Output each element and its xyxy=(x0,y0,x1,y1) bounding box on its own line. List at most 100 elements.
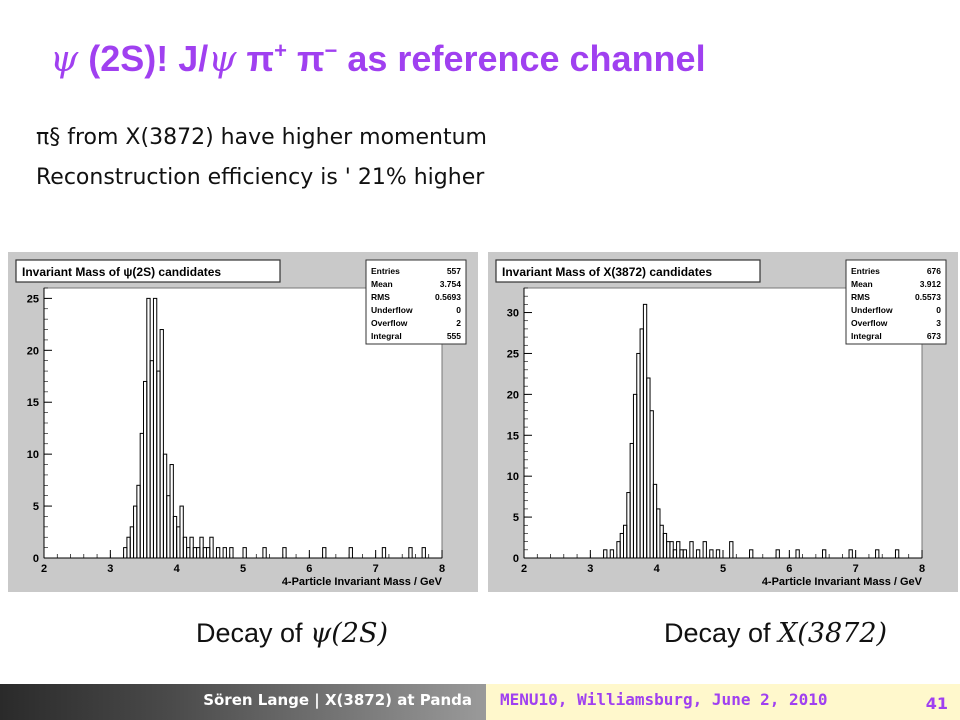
stats-value: 557 xyxy=(447,266,461,276)
stats-value: 555 xyxy=(447,331,461,341)
stats-value: 0 xyxy=(936,305,941,315)
histogram-bin xyxy=(179,505,184,559)
y-tick-label: 10 xyxy=(27,449,39,461)
histogram-bin xyxy=(222,547,227,559)
title-part-1: (2S)! J/ xyxy=(78,38,209,79)
title-pi-minus: π xyxy=(286,38,325,79)
histogram-bin xyxy=(262,547,267,559)
y-tick-label: 5 xyxy=(513,512,519,524)
y-tick-label: 15 xyxy=(507,430,519,442)
title-pi-plus: π xyxy=(236,38,275,79)
title-box xyxy=(15,259,281,283)
footer: Sören Lange | X(3872) at Panda MENU10, W… xyxy=(0,684,960,720)
histogram-bin xyxy=(282,547,287,559)
histogram-bin xyxy=(682,549,688,559)
footer-author: Sören Lange | X(3872) at Panda xyxy=(203,691,472,709)
histogram-bin xyxy=(603,549,608,559)
histogram-bin xyxy=(169,464,174,559)
x-axis-label: 4-Particle Invariant Mass / GeV xyxy=(282,576,443,588)
stats-label: Integral xyxy=(371,331,402,341)
stats-value: 0 xyxy=(456,305,461,315)
footer-conference: MENU10, Williamsburg, June 2, 2010 xyxy=(500,690,828,709)
y-tick-label: 0 xyxy=(513,553,519,565)
x-tick-label: 5 xyxy=(240,563,246,575)
y-tick-label: 15 xyxy=(27,397,39,409)
histogram-bin xyxy=(702,541,707,559)
stats-label: Integral xyxy=(851,331,882,341)
caption-right-math: X(3872) xyxy=(778,618,888,649)
x-tick-label: 4 xyxy=(654,563,661,575)
caption-right: Decay of X(3872) xyxy=(664,618,887,649)
stats-label: Mean xyxy=(851,279,873,289)
x-tick-label: 8 xyxy=(439,563,445,575)
stats-label: Underflow xyxy=(851,305,893,315)
stats-value: 0.5693 xyxy=(435,292,461,302)
x-tick-label: 5 xyxy=(720,563,726,575)
stats-value: 3 xyxy=(936,318,941,328)
histogram-bin xyxy=(689,541,694,559)
title-box xyxy=(495,259,761,283)
page-number: 41 xyxy=(925,694,948,713)
histogram-bin xyxy=(775,549,780,559)
histogram-bin xyxy=(709,549,714,559)
title-rest: as reference channel xyxy=(337,38,706,79)
y-tick-label: 20 xyxy=(27,345,39,357)
caption-left-prefix: Decay of xyxy=(196,618,311,648)
histogram-bin xyxy=(795,549,800,559)
histogram-psi2s: Invariant Mass of ψ(2S) candidates Entrie… xyxy=(15,259,467,588)
footer-info-bar: MENU10, Williamsburg, June 2, 2010 41 xyxy=(486,684,960,720)
stats-value: 0.5573 xyxy=(915,292,941,302)
x-tick-label: 4 xyxy=(174,563,181,575)
y-tick-label: 30 xyxy=(507,308,519,320)
title-psi: ψ xyxy=(50,39,79,80)
histogram-title: Invariant Mass of ψ(2S) candidates xyxy=(22,265,221,279)
histogram-bin xyxy=(381,547,387,559)
caption-right-prefix: Decay of xyxy=(664,618,779,648)
stats-label: Entries xyxy=(371,266,400,276)
x-tick-label: 3 xyxy=(107,563,113,575)
histogram-bin xyxy=(715,549,721,559)
slide-title: ψ (2S)! J/ψ π+ π− as reference channel xyxy=(50,38,706,80)
y-tick-label: 25 xyxy=(507,348,519,360)
y-tick-label: 20 xyxy=(507,389,519,401)
footer-author-bar: Sören Lange | X(3872) at Panda xyxy=(0,684,486,720)
caption-left: Decay of ψ(2S) xyxy=(196,618,388,649)
x-tick-label: 8 xyxy=(919,563,925,575)
y-tick-label: 25 xyxy=(27,293,39,305)
histogram-bin xyxy=(408,547,413,559)
stats-label: Overflow xyxy=(851,318,888,328)
x-tick-label: 3 xyxy=(587,563,593,575)
histogram-bin xyxy=(749,549,754,559)
title-psi-2: ψ xyxy=(208,39,237,80)
stats-label: Mean xyxy=(371,279,393,289)
x-tick-label: 6 xyxy=(306,563,312,575)
histogram-bin xyxy=(875,549,880,559)
histogram-bin xyxy=(894,549,900,559)
title-sup-minus: − xyxy=(324,38,338,63)
x-tick-label: 7 xyxy=(373,563,379,575)
x-axis-label: 4-Particle Invariant Mass / GeV xyxy=(762,576,923,588)
x-tick-label: 7 xyxy=(853,563,859,575)
histogram-x3872: Invariant Mass of X(3872) candidates Entr… xyxy=(495,259,947,588)
histogram-bin xyxy=(242,547,247,559)
y-tick-label: 5 xyxy=(33,501,39,513)
histogram-bin xyxy=(322,547,327,559)
histogram-panel-x3872: Invariant Mass of X(3872) candidates Entr… xyxy=(488,252,958,592)
stats-label: Overflow xyxy=(371,318,408,328)
histogram-bin xyxy=(421,547,426,559)
histogram-bin xyxy=(159,329,164,559)
stats-label: Underflow xyxy=(371,305,413,315)
stats-value: 3.912 xyxy=(920,279,942,289)
stats-box xyxy=(845,259,947,345)
stats-value: 673 xyxy=(927,331,941,341)
histogram-bin xyxy=(848,549,853,559)
title-sup-plus: + xyxy=(274,38,287,63)
histogram-bin xyxy=(348,547,353,559)
y-tick-label: 0 xyxy=(33,553,39,565)
bullet-line-1: π§ from X(3872) have higher momentum xyxy=(36,125,487,150)
stats-value: 2 xyxy=(456,318,461,328)
x-tick-label: 6 xyxy=(786,563,792,575)
histogram-bin xyxy=(729,541,734,559)
histogram-bin xyxy=(215,547,221,559)
x-tick-label: 2 xyxy=(41,563,47,575)
